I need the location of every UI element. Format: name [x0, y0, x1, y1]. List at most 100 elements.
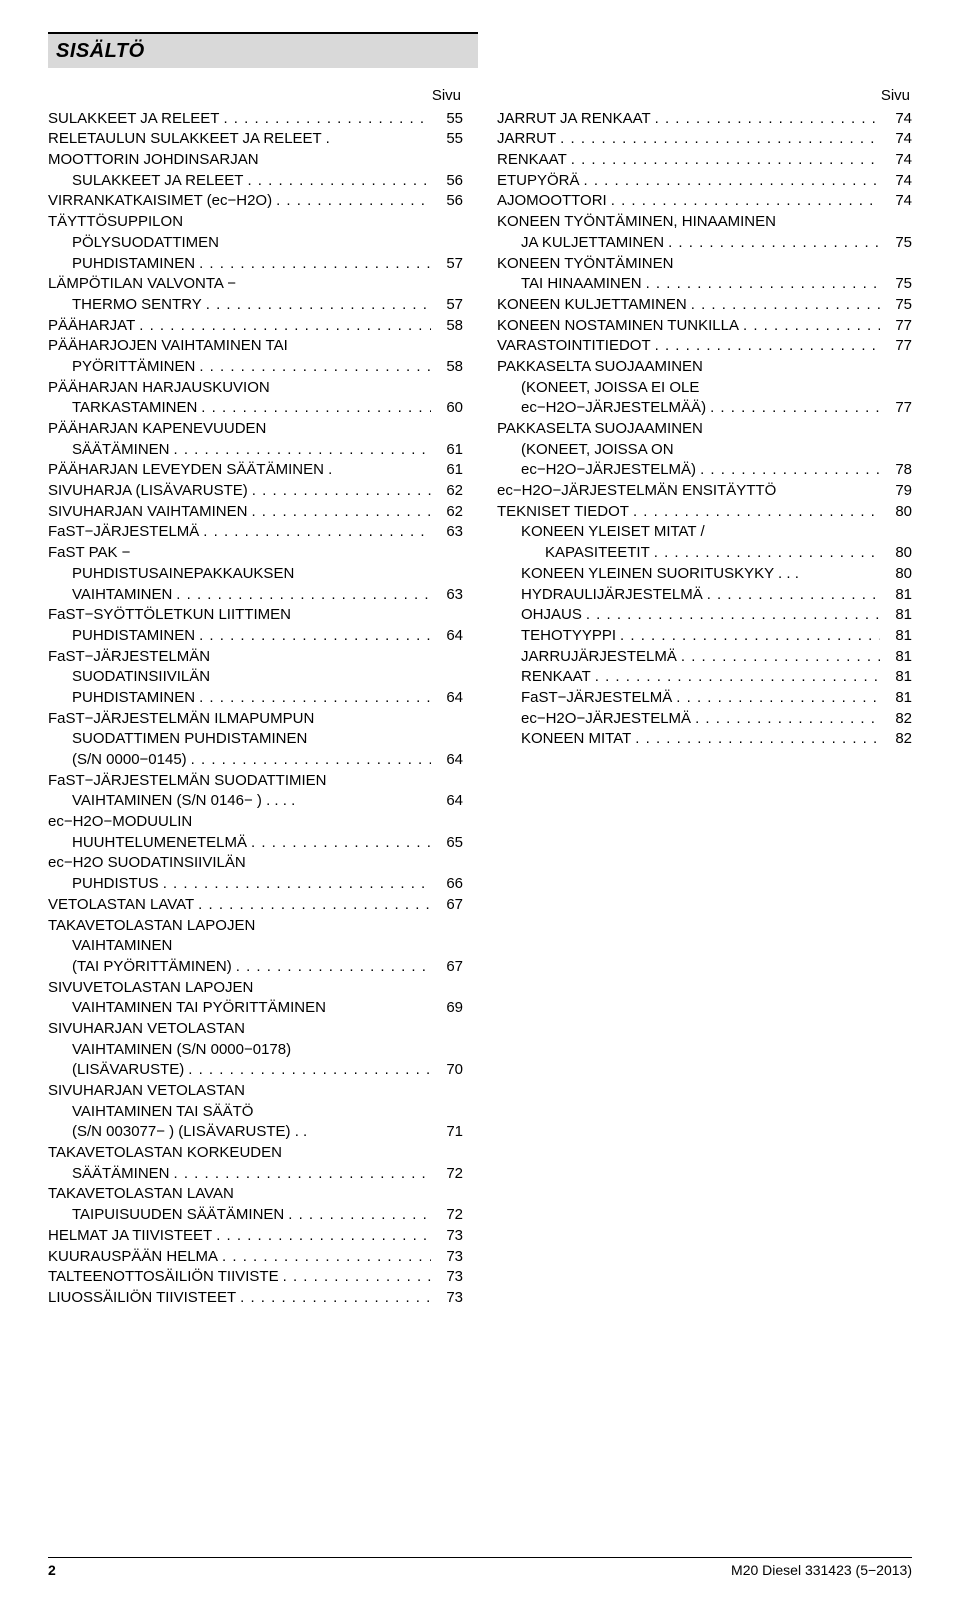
- toc-label: SIVUHARJA (LISÄVARUSTE): [48, 481, 248, 502]
- toc-row: TALTEENOTTOSÄILIÖN TIIVISTE73: [48, 1267, 463, 1288]
- toc-dots: [252, 481, 431, 502]
- toc-column-right: Sivu JARRUT JA RENKAAT74JARRUT74RENKAAT7…: [497, 86, 912, 1309]
- footer-page-number: 2: [48, 1562, 56, 1578]
- toc-dots: [710, 398, 880, 419]
- toc-row: KONEEN YLEISET MITAT /: [497, 522, 912, 543]
- toc-dots: [222, 1247, 431, 1268]
- toc-page: 80: [884, 564, 912, 585]
- toc-row: SÄÄTÄMINEN61: [48, 440, 463, 461]
- toc-label: VIRRANKATKAISIMET (ec−H2O): [48, 191, 272, 212]
- toc-label: VETOLASTAN LAVAT: [48, 895, 194, 916]
- toc-row: LIUOSSÄILIÖN TIIVISTEET73: [48, 1288, 463, 1309]
- toc-label: SIVUHARJAN VETOLASTAN: [48, 1019, 245, 1040]
- toc-label: RENKAAT: [497, 150, 567, 171]
- toc-dots: [191, 750, 431, 771]
- toc-page: 77: [884, 316, 912, 337]
- toc-page: 64: [435, 791, 463, 812]
- toc-page: 79: [884, 481, 912, 502]
- toc-page: 80: [884, 543, 912, 564]
- toc-page: 75: [884, 274, 912, 295]
- toc-row: FaST−JÄRJESTELMÄN: [48, 647, 463, 668]
- toc-dots: [571, 150, 880, 171]
- toc-row: KONEEN MITAT82: [497, 729, 912, 750]
- toc-page: 72: [435, 1205, 463, 1226]
- toc-page: 77: [884, 336, 912, 357]
- toc-label: FaST−JÄRJESTELMÄ: [497, 688, 672, 709]
- toc-label: LÄMPÖTILAN VALVONTA −: [48, 274, 236, 295]
- toc-page: 58: [435, 316, 463, 337]
- toc-dots: [199, 626, 431, 647]
- toc-row: ec−H2O−JÄRJESTELMÄ)78: [497, 460, 912, 481]
- toc-label: VAIHTAMINEN: [48, 585, 172, 606]
- toc-dots: [198, 895, 431, 916]
- toc-dots: [174, 1164, 431, 1185]
- toc-row: PÄÄHARJOJEN VAIHTAMINEN TAI: [48, 336, 463, 357]
- toc-page: 64: [435, 750, 463, 771]
- toc-row: (KONEET, JOISSA EI OLE: [497, 378, 912, 399]
- toc-page: 60: [435, 398, 463, 419]
- toc-row: TEKNISET TIEDOT80: [497, 502, 912, 523]
- toc-row: HUUHTELUMENETELMÄ65: [48, 833, 463, 854]
- toc-row: VAIHTAMINEN (S/N 0000−0178): [48, 1040, 463, 1061]
- toc-label: PUHDISTAMINEN: [48, 254, 195, 275]
- toc-dots: [707, 585, 880, 606]
- toc-dots: [560, 129, 880, 150]
- toc-dots: [655, 336, 880, 357]
- toc-label: PUHDISTAMINEN: [48, 626, 195, 647]
- toc-dots: [584, 171, 880, 192]
- toc-dots: [633, 502, 880, 523]
- toc-page: 64: [435, 626, 463, 647]
- toc-row: TAKAVETOLASTAN KORKEUDEN: [48, 1143, 463, 1164]
- toc-row: VAIHTAMINEN63: [48, 585, 463, 606]
- toc-row: AJOMOOTTORI74: [497, 191, 912, 212]
- toc-label: PÄÄHARJAT: [48, 316, 135, 337]
- toc-page: 56: [435, 171, 463, 192]
- toc-page: 67: [435, 895, 463, 916]
- toc-row: VAIHTAMINEN: [48, 936, 463, 957]
- toc-row: TÄYTTÖSUPPILON: [48, 212, 463, 233]
- toc-label: (LISÄVARUSTE): [48, 1060, 184, 1081]
- toc-page: 72: [435, 1164, 463, 1185]
- toc-page: 82: [884, 709, 912, 730]
- toc-page: 62: [435, 502, 463, 523]
- toc-label: OHJAUS: [497, 605, 582, 626]
- toc-label: PUHDISTAMINEN: [48, 688, 195, 709]
- toc-page: 81: [884, 688, 912, 709]
- toc-label: JA KULJETTAMINEN: [497, 233, 664, 254]
- toc-dots: [206, 295, 431, 316]
- toc-label: TAKAVETOLASTAN LAPOJEN: [48, 916, 255, 937]
- toc-dots: [199, 357, 431, 378]
- toc-label: KAPASITEETIT: [497, 543, 650, 564]
- toc-dots: [247, 171, 431, 192]
- toc-page: 57: [435, 254, 463, 275]
- toc-row: ec−H2O−JÄRJESTELMÄÄ)77: [497, 398, 912, 419]
- toc-label: PÄÄHARJAN LEVEYDEN SÄÄTÄMINEN .: [48, 460, 332, 481]
- toc-row: TAIPUISUUDEN SÄÄTÄMINEN 72: [48, 1205, 463, 1226]
- toc-dots: [676, 688, 880, 709]
- toc-row: (S/N 0000−0145)64: [48, 750, 463, 771]
- toc-label: PÄÄHARJAN KAPENEVUUDEN: [48, 419, 266, 440]
- toc-dots: [240, 1288, 431, 1309]
- toc-dots: [586, 605, 880, 626]
- toc-page: 81: [884, 626, 912, 647]
- toc-label: TAIPUISUUDEN SÄÄTÄMINEN: [48, 1205, 284, 1226]
- toc-dots: [251, 502, 431, 523]
- toc-label: TAKAVETOLASTAN KORKEUDEN: [48, 1143, 282, 1164]
- toc-row: PÖLYSUODATTIMEN: [48, 233, 463, 254]
- toc-dots: [199, 254, 431, 275]
- toc-dots: [646, 274, 880, 295]
- toc-dots: [176, 585, 431, 606]
- toc-row: JARRUJÄRJESTELMÄ81: [497, 647, 912, 668]
- toc-label: SÄÄTÄMINEN: [48, 440, 170, 461]
- toc-label: (KONEET, JOISSA ON: [497, 440, 674, 461]
- toc-label: AJOMOOTTORI: [497, 191, 607, 212]
- toc-dots: [635, 729, 880, 750]
- toc-label: SULAKKEET JA RELEET: [48, 109, 219, 130]
- toc-row: VETOLASTAN LAVAT 67: [48, 895, 463, 916]
- toc-page: 55: [435, 129, 463, 150]
- toc-label: ec−H2O−MODUULIN: [48, 812, 192, 833]
- toc-page: 82: [884, 729, 912, 750]
- toc-label: KUURAUSPÄÄN HELMA: [48, 1247, 218, 1268]
- toc-label: FaST PAK −: [48, 543, 130, 564]
- toc-label: JARRUT: [497, 129, 556, 150]
